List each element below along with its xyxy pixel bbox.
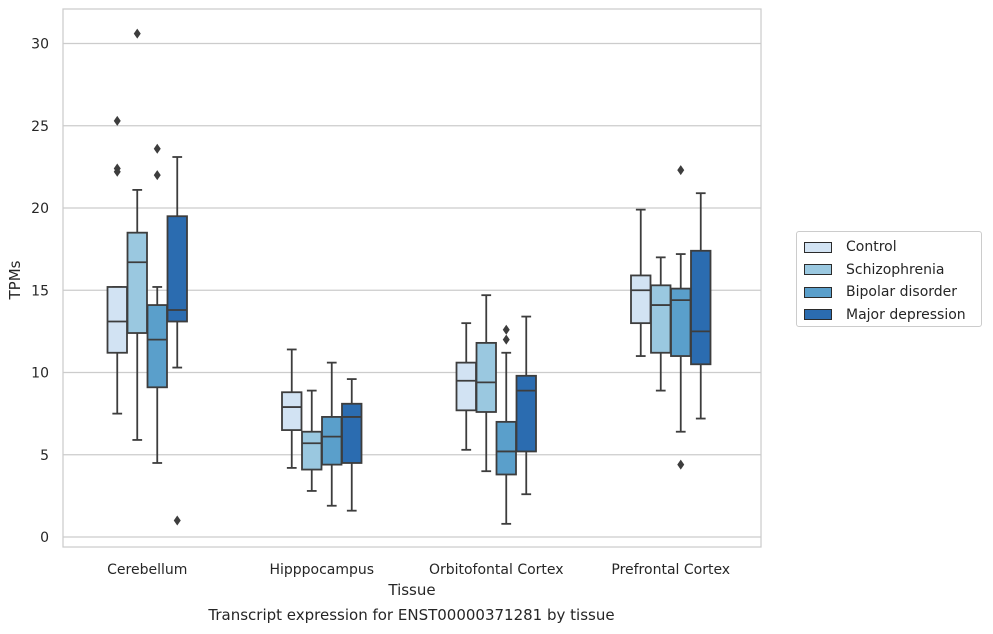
- y-tick-label: 10: [31, 366, 49, 382]
- legend-swatch-bipolar-disorder: [804, 286, 832, 298]
- outlier-marker: [113, 115, 121, 126]
- box-iqr: [341, 402, 363, 464]
- legend-swatch-major-depression: [804, 309, 832, 321]
- box-iqr: [495, 420, 517, 476]
- x-tick-label: Cerebellum: [107, 562, 187, 578]
- box-schizophrenia: [650, 256, 672, 392]
- x-tick-label: Prefrontal Cortex: [611, 562, 730, 578]
- legend-label-bipolar-disorder: Bipolar disorder: [846, 284, 958, 301]
- box-schizophrenia: [126, 28, 148, 441]
- legend-label-schizophrenia: Schizophrenia: [846, 261, 945, 278]
- legend-item-major-depression: Major depression: [804, 304, 981, 327]
- y-tick-label: 25: [31, 119, 49, 135]
- box-iqr: [321, 416, 343, 466]
- y-axis-ticks: 0 5 10 15 20 25 30: [31, 37, 49, 547]
- y-tick-label: 15: [31, 283, 49, 299]
- box-major-depression: [515, 315, 537, 496]
- x-tick-label: Hipppocampus: [269, 562, 374, 578]
- box-iqr: [146, 304, 168, 389]
- box-major-depression: [690, 192, 712, 420]
- box-bipolar-disorder: [670, 165, 692, 470]
- y-tick-label: 0: [40, 530, 49, 546]
- y-axis-label: TPMs: [6, 260, 24, 300]
- outlier-marker: [677, 165, 685, 176]
- outlier-marker: [677, 459, 685, 470]
- legend-item-control: Control: [804, 236, 981, 259]
- box-iqr: [166, 215, 188, 323]
- outlier-marker: [502, 324, 510, 335]
- outlier-marker: [173, 515, 181, 526]
- box-schizophrenia: [475, 294, 497, 473]
- box-control: [281, 348, 303, 469]
- box-control: [630, 208, 652, 357]
- plot-area: [62, 8, 762, 548]
- legend-item-schizophrenia: Schizophrenia: [804, 259, 981, 282]
- box-major-depression: [341, 378, 363, 512]
- y-tick-label: 20: [31, 201, 49, 217]
- box-iqr: [670, 287, 692, 357]
- outlier-marker: [153, 170, 161, 181]
- box-iqr: [690, 249, 712, 366]
- box-control: [455, 322, 477, 451]
- box-iqr: [630, 274, 652, 325]
- y-tick-label: 30: [31, 37, 49, 53]
- legend-label-control: Control: [846, 239, 897, 256]
- x-axis-label: Tissue: [387, 581, 435, 599]
- box-bipolar-disorder: [321, 361, 343, 507]
- box-iqr: [301, 430, 323, 471]
- chart-caption: Transcript expression for ENST0000037128…: [208, 606, 615, 624]
- box-iqr: [650, 284, 672, 354]
- box-bipolar-disorder: [146, 143, 168, 464]
- outlier-marker: [113, 166, 121, 177]
- x-tick-label: Orbitofontal Cortex: [429, 562, 564, 578]
- box-schizophrenia: [301, 389, 323, 492]
- x-axis-ticks: Cerebellum Hipppocampus Orbitofontal Corte…: [107, 562, 730, 578]
- box-control: [106, 286, 128, 415]
- box-bipolar-disorder: [495, 324, 517, 525]
- box-groups: [106, 28, 712, 526]
- outlier-marker: [133, 28, 141, 39]
- y-tick-label: 5: [40, 448, 49, 464]
- legend-swatch-control: [804, 241, 832, 253]
- box-major-depression: [166, 156, 188, 526]
- outlier-marker: [153, 143, 161, 154]
- outlier-marker: [502, 334, 510, 345]
- legend: Control Schizophrenia Bipolar disorder M…: [796, 231, 982, 327]
- box-iqr: [106, 286, 128, 354]
- legend-swatch-schizophrenia: [804, 264, 832, 276]
- box-iqr: [475, 341, 497, 413]
- box-iqr: [126, 231, 148, 334]
- box-iqr: [281, 391, 303, 431]
- legend-item-bipolar-disorder: Bipolar disorder: [804, 281, 981, 304]
- box-iqr: [515, 374, 537, 453]
- box-iqr: [455, 361, 477, 412]
- legend-label-major-depression: Major depression: [846, 306, 966, 323]
